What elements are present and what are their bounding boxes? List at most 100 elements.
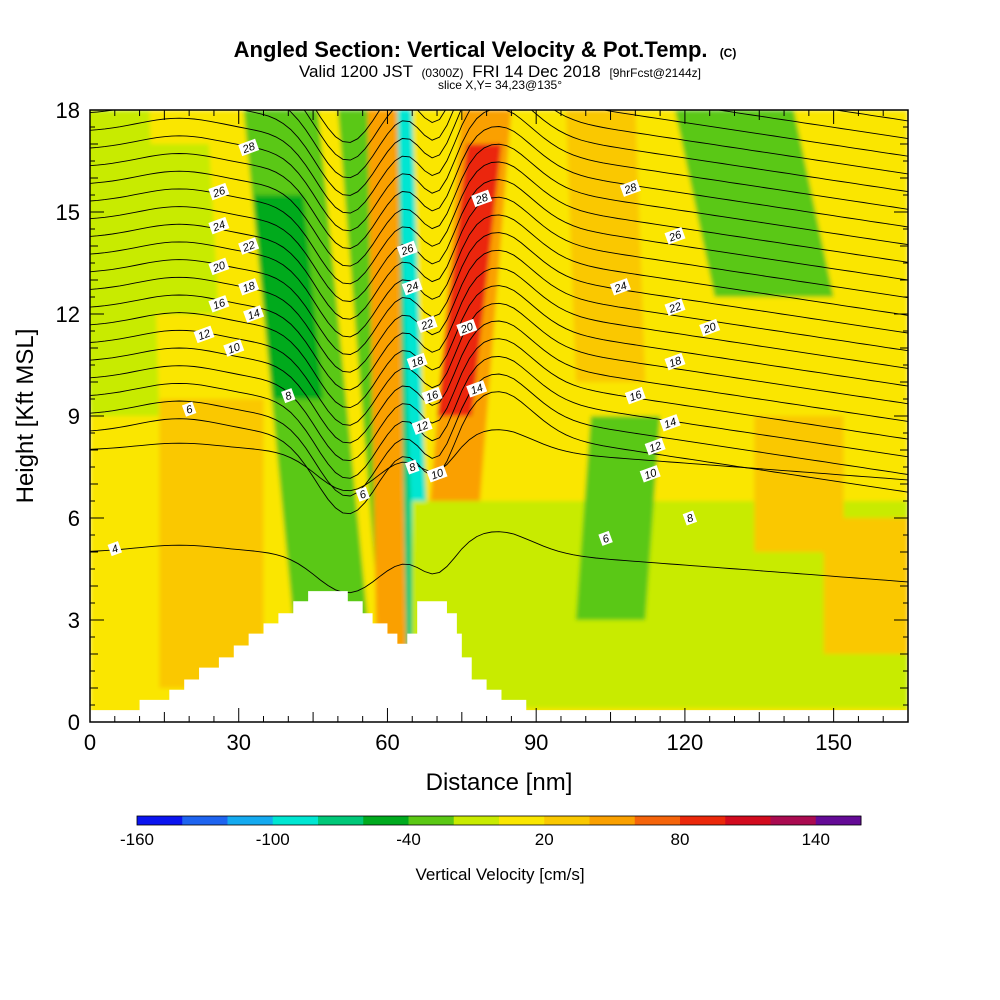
- contour-label-text: 24: [404, 280, 421, 296]
- svg-text:Valid 1200 JST (0300Z): Valid 1200 JST (0300Z) FRI 14 Dec 2018 […: [299, 62, 701, 81]
- theta-contour-mid-10: [90, 320, 908, 444]
- valid-time: Valid 1200 JST: [299, 62, 413, 81]
- theta-contour-10: [90, 338, 908, 462]
- theta-contour-mid-26: [303, 110, 908, 161]
- theta-contour-mid-14: [90, 249, 908, 373]
- x-axis-label: Distance [nm]: [426, 769, 573, 796]
- contour-label-29: 24: [401, 278, 423, 296]
- theta-contour-6: [90, 429, 908, 492]
- contour-label-text: 10: [430, 467, 446, 483]
- colorbar-swatch: [815, 816, 862, 825]
- contour-label-text: 24: [210, 219, 227, 235]
- valid-time-utc: (0300Z): [421, 66, 463, 80]
- contour-label-25: 22: [238, 237, 260, 255]
- contour-label-16: 16: [208, 295, 230, 313]
- contour-label-text: 26: [210, 185, 227, 201]
- contour-label-6: 8: [682, 510, 698, 526]
- theta-contour-layer: [90, 110, 908, 594]
- contour-label-text: 14: [246, 307, 262, 322]
- colorbar-swatch: [453, 816, 500, 825]
- contour-label-31: 26: [208, 182, 230, 201]
- velocity-band-6: [437, 144, 502, 416]
- contour-label-24: 20: [699, 318, 721, 337]
- theta-contour-24: [90, 110, 908, 214]
- contour-label-36: 28: [619, 179, 641, 197]
- velocity-fill-layer: [90, 110, 908, 722]
- colorbar-swatch: [499, 816, 545, 825]
- contour-label-18: 16: [624, 386, 646, 405]
- colorbar-tick-label: -160: [120, 830, 154, 849]
- contour-label-text: 26: [667, 229, 684, 245]
- y-tick-label: 6: [68, 506, 80, 531]
- y-tick-label: 9: [68, 404, 80, 429]
- velocity-band-15: [754, 416, 844, 552]
- terrain-profile: [90, 591, 908, 722]
- theta-contour-mid-22: [90, 110, 908, 232]
- contour-label-7: 10: [223, 339, 245, 357]
- colorbar-tick-label: 140: [802, 830, 830, 849]
- colorbar-swatch: [680, 816, 726, 825]
- x-tick-label: 0: [84, 730, 96, 755]
- valid-date: FRI 14 Dec 2018: [472, 62, 601, 81]
- theta-contour-mid-20: [90, 143, 908, 267]
- velocity-band-9: [129, 144, 219, 314]
- contour-label-text: 12: [197, 328, 213, 343]
- theta-contour-18: [90, 196, 908, 320]
- contour-label-text: 20: [701, 321, 718, 337]
- forecast-info: [9hrFcst@2144z]: [609, 66, 701, 80]
- contour-label-8: 10: [426, 465, 448, 483]
- colorbar-swatch: [182, 816, 228, 825]
- theta-contour-mid-12: [90, 285, 908, 409]
- contour-label-layer: 4 6 6 6 8 8 8 10 10 10 12 12 12 14 14 14 16 16 16 18 18 18 20 2…: [107, 138, 721, 556]
- colorbar-tick-label: 80: [671, 830, 690, 849]
- colorbar-swatch: [318, 816, 364, 825]
- chart-title-units: (C): [720, 46, 737, 60]
- contour-label-23: 20: [456, 318, 478, 337]
- contour-label-10: 12: [193, 325, 215, 344]
- contour-label-20: 18: [406, 352, 428, 371]
- contour-label-5: 8: [405, 459, 420, 475]
- contour-label-text: 20: [210, 259, 227, 275]
- theta-contour-4: [90, 531, 908, 594]
- contour-label-27: 22: [664, 298, 686, 316]
- contour-label-text: 6: [601, 532, 612, 546]
- colorbar-swatch: [137, 816, 183, 825]
- colorbar-swatch: [589, 816, 636, 825]
- contour-label-text: 16: [211, 297, 227, 313]
- contour-label-text: 8: [685, 512, 696, 526]
- velocity-band-12: [575, 416, 661, 620]
- colorbar-tick-label: 20: [535, 830, 554, 849]
- contour-label-15: 14: [659, 414, 681, 432]
- contour-label-text: 4: [110, 543, 120, 556]
- y-axis: 0 3 6 9 12 15 18: [56, 98, 908, 735]
- theta-contour-mid-8: [90, 355, 908, 479]
- contour-label-28: 24: [208, 216, 230, 235]
- colorbar-tick-label: -40: [396, 830, 421, 849]
- theta-contour-mid-16: [90, 214, 908, 338]
- contour-label-21: 18: [664, 352, 686, 371]
- colorbar-swatch: [634, 816, 681, 825]
- plot-area: 4 6 6 6 8 8 8 10 10 10 12 12 12 14 14 14 16 16 16 18 18 18 20 2…: [90, 110, 908, 722]
- contour-label-text: 16: [628, 389, 644, 405]
- colorbar: [136, 815, 862, 826]
- contour-label-text: 28: [240, 140, 257, 156]
- velocity-band-4: [397, 110, 428, 552]
- chart-title-block: Angled Section: Vertical Velocity & Pot.…: [234, 37, 737, 92]
- contour-label-text: 10: [643, 467, 659, 483]
- x-tick-label: 120: [667, 730, 704, 755]
- contour-label-2: 6: [355, 486, 370, 502]
- contour-label-30: 24: [609, 278, 631, 296]
- contour-label-text: 28: [473, 191, 490, 207]
- contour-label-text: 8: [284, 390, 295, 404]
- contour-label-35: 28: [471, 189, 493, 207]
- x-tick-label: 150: [815, 730, 852, 755]
- x-tick-label: 60: [375, 730, 399, 755]
- y-tick-label: 18: [56, 98, 80, 123]
- contour-label-text: 18: [410, 355, 426, 371]
- colorbar-swatch: [227, 816, 274, 825]
- contour-label-text: 8: [408, 461, 419, 475]
- theta-contour-mid-24: [90, 110, 908, 196]
- contour-label-34: 28: [238, 138, 260, 156]
- theta-contour-22: [90, 126, 908, 249]
